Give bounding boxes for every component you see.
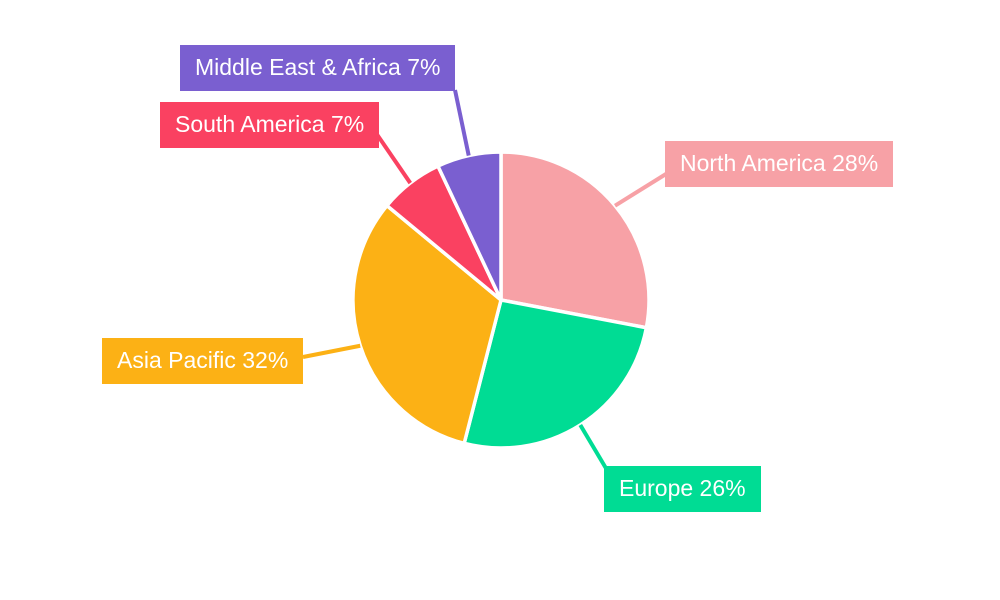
leader-line-asia-pacific [302, 343, 361, 359]
leader-lines [302, 89, 668, 472]
pie-slice-middle-east-africa [436, 150, 503, 302]
slice-label-text-europe: Europe 26% [619, 475, 746, 501]
slice-label-text-south-america: South America 7% [175, 111, 365, 137]
pie-slices [351, 150, 651, 450]
slice-label-text-asia-pacific: Asia Pacific 32% [117, 347, 289, 373]
leader-line-middle-east-africa [453, 89, 471, 156]
slice-label-south-america: South America 7% [160, 102, 380, 148]
leader-line-north-america [613, 172, 668, 208]
slice-label-middle-east-africa: Middle East & Africa 7% [180, 45, 456, 91]
pie-slice-north-america [499, 150, 651, 330]
leader-line-south-america [374, 131, 412, 185]
slice-label-text-north-america: North America 28% [680, 150, 879, 176]
slice-label-europe: Europe 26% [604, 466, 761, 512]
slice-label-text-middle-east-africa: Middle East & Africa 7% [195, 54, 441, 80]
leader-line-europe [578, 423, 609, 472]
slice-label-asia-pacific: Asia Pacific 32% [102, 338, 304, 384]
slice-label-north-america: North America 28% [665, 141, 894, 187]
